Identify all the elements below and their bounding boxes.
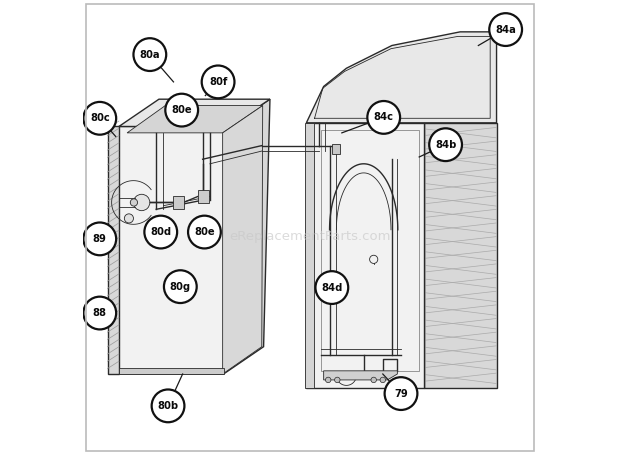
Text: 80a: 80a [140,50,160,60]
Circle shape [188,216,221,248]
Polygon shape [127,106,263,133]
Polygon shape [306,123,314,388]
Text: 89: 89 [93,234,107,244]
Text: 84a: 84a [495,25,516,35]
Circle shape [164,270,197,303]
Circle shape [133,194,150,211]
Circle shape [125,214,133,223]
Circle shape [367,101,400,134]
Circle shape [326,377,331,383]
Circle shape [166,94,198,126]
Circle shape [144,216,177,248]
Text: 80d: 80d [150,227,171,237]
Circle shape [371,377,376,383]
Circle shape [489,13,522,46]
Circle shape [202,66,234,98]
Text: 80f: 80f [209,77,228,87]
Circle shape [133,38,166,71]
Polygon shape [306,32,497,123]
Text: 80e: 80e [194,227,215,237]
Polygon shape [423,123,497,388]
Circle shape [429,128,462,161]
Polygon shape [223,106,263,374]
Text: 84c: 84c [374,112,394,122]
Text: 84d: 84d [321,283,342,293]
Circle shape [84,222,116,255]
Text: 80g: 80g [170,282,191,292]
Circle shape [84,297,116,329]
Circle shape [384,377,417,410]
Polygon shape [107,126,119,374]
Circle shape [152,389,184,422]
Circle shape [130,199,138,206]
Text: 79: 79 [394,389,408,399]
Text: 80b: 80b [157,401,179,411]
Text: 88: 88 [93,308,107,318]
FancyBboxPatch shape [172,196,184,209]
Polygon shape [306,123,423,388]
Text: 84b: 84b [435,140,456,150]
Polygon shape [119,368,224,374]
Circle shape [84,102,116,135]
FancyBboxPatch shape [198,190,208,203]
Text: eReplacementParts.com: eReplacementParts.com [229,230,391,243]
FancyBboxPatch shape [332,144,340,154]
Polygon shape [224,99,270,374]
Circle shape [316,271,348,304]
Circle shape [335,377,340,383]
Polygon shape [119,126,229,374]
Text: 80c: 80c [90,113,110,123]
Polygon shape [119,99,270,126]
Text: 80e: 80e [171,105,192,115]
Polygon shape [324,371,397,380]
Circle shape [380,377,386,383]
